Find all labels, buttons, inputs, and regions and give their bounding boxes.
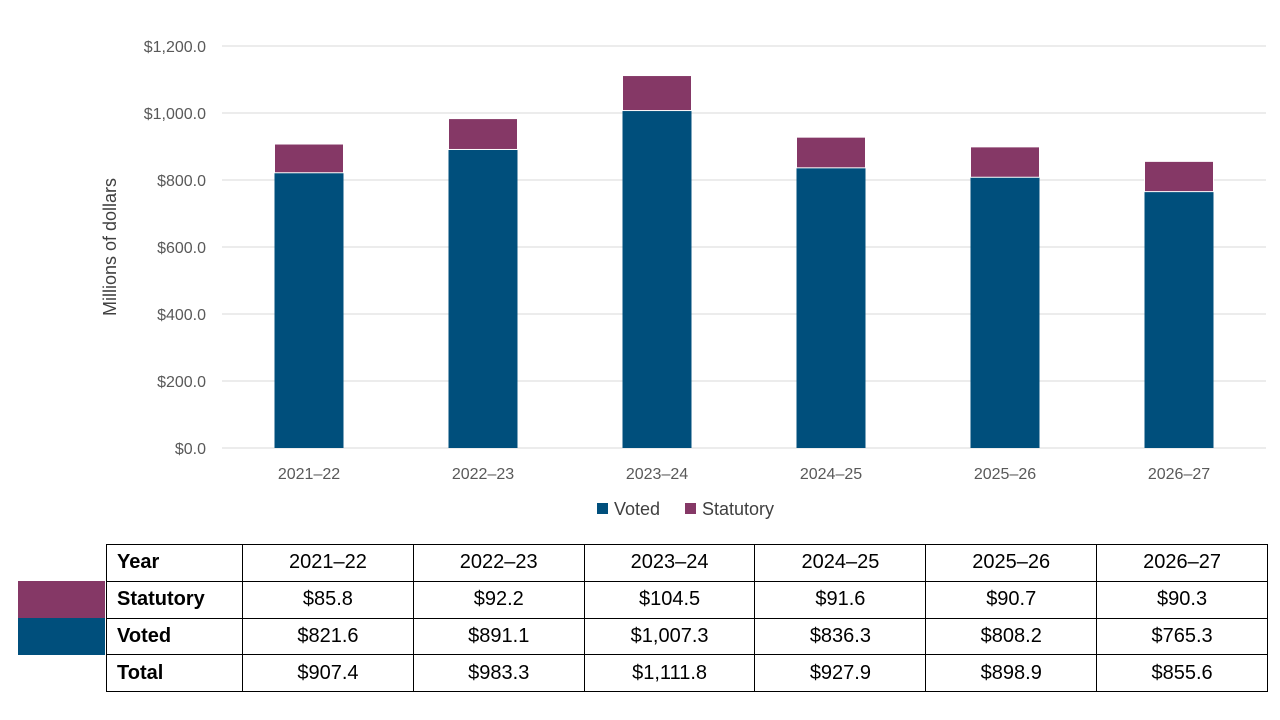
- bar-voted: [970, 177, 1040, 449]
- table-cell: $836.3: [754, 617, 927, 656]
- table-row-label: Total: [106, 654, 243, 692]
- x-tick-label: 2023–24: [626, 466, 688, 483]
- table-row-statutory: Statutory $85.8 $92.2 $104.5 $91.6 $90.7…: [106, 580, 1268, 619]
- table-cell: $927.9: [754, 654, 927, 692]
- table-cell: $1,111.8: [583, 654, 756, 692]
- table-row-label: Voted: [106, 617, 243, 656]
- table-cell: $90.3: [1096, 580, 1268, 619]
- bar-statutory: [970, 146, 1040, 178]
- y-tick-label: $600.0: [157, 240, 206, 257]
- table-year-cell: 2021–22: [242, 544, 414, 582]
- bar-voted: [796, 167, 866, 449]
- x-tick-label: 2025–26: [974, 466, 1036, 483]
- bar-statutory: [796, 136, 866, 169]
- table-cell: $765.3: [1096, 617, 1268, 656]
- table-cell: $891.1: [412, 617, 585, 656]
- table-cell: $898.9: [925, 654, 1098, 692]
- legend-label-voted: Voted: [614, 499, 660, 519]
- table-cell: $907.4: [242, 654, 414, 692]
- bar-statutory: [1144, 160, 1214, 193]
- x-tick-label: 2024–25: [800, 466, 862, 483]
- table-swatch-voted: [18, 618, 105, 655]
- x-tick-label: 2026–27: [1148, 466, 1210, 483]
- x-tick-label: 2021–22: [278, 466, 340, 483]
- table-cell: $808.2: [925, 617, 1098, 656]
- table-cell: $85.8: [242, 580, 414, 619]
- table-year-cell: 2026–27: [1096, 544, 1268, 582]
- y-tick-label: $400.0: [157, 307, 206, 324]
- table-cell: $90.7: [925, 580, 1098, 619]
- table-row-voted: Voted $821.6 $891.1 $1,007.3 $836.3 $808…: [106, 617, 1268, 656]
- y-tick-label: $800.0: [157, 173, 206, 190]
- x-axis-ticks: 2021–22 2022–23 2023–24 2024–25 2025–26 2026–…: [278, 466, 1210, 483]
- table-cell: $92.2: [412, 580, 585, 619]
- table-row-label: Statutory: [106, 580, 243, 619]
- legend-swatch-statutory: [685, 503, 696, 514]
- table-year-cell: 2022–23: [412, 544, 585, 582]
- table-cell: $821.6: [242, 617, 414, 656]
- legend: Voted Statutory: [597, 499, 774, 519]
- y-axis-label: Millions of dollars: [100, 178, 120, 316]
- gridlines: [222, 45, 1266, 449]
- table-cell: $855.6: [1096, 654, 1268, 692]
- table-swatch-statutory: [18, 581, 105, 618]
- table-row-total: Total $907.4 $983.3 $1,111.8 $927.9 $898…: [106, 654, 1268, 692]
- bar-voted: [274, 172, 344, 448]
- table-year-cell: 2024–25: [754, 544, 927, 582]
- y-tick-label: $1,000.0: [144, 106, 206, 123]
- bar-voted: [622, 110, 692, 448]
- table-cell: $1,007.3: [583, 617, 756, 656]
- table-cell: $91.6: [754, 580, 927, 619]
- bar-statutory: [274, 143, 344, 174]
- table-cell: $983.3: [412, 654, 585, 692]
- table-cell: $104.5: [583, 580, 756, 619]
- legend-swatch-voted: [597, 503, 608, 514]
- bar-statutory: [622, 75, 692, 112]
- y-tick-label: $1,200.0: [144, 39, 206, 56]
- y-tick-label: $200.0: [157, 374, 206, 391]
- bar-voted: [1144, 191, 1214, 448]
- legend-label-statutory: Statutory: [702, 499, 774, 519]
- table-header-row: Year 2021–22 2022–23 2023–24 2024–25 202…: [106, 544, 1268, 582]
- stacked-bar-chart: $0.0 $200.0 $400.0 $600.0 $800.0 $1,000.0 $1,2…: [100, 39, 1266, 519]
- x-tick-label: 2022–23: [452, 466, 514, 483]
- y-tick-label: $0.0: [175, 441, 206, 458]
- table-year-cell: 2025–26: [925, 544, 1098, 582]
- data-table: Year 2021–22 2022–23 2023–24 2024–25 202…: [106, 544, 1268, 692]
- y-axis-ticks: $0.0 $200.0 $400.0 $600.0 $800.0 $1,000.0 $1,2…: [144, 39, 206, 458]
- bar-statutory: [448, 118, 518, 150]
- bar-voted: [448, 149, 518, 448]
- table-year-cell: 2023–24: [583, 544, 756, 582]
- bars: [274, 75, 1214, 449]
- table-header-year: Year: [106, 544, 243, 582]
